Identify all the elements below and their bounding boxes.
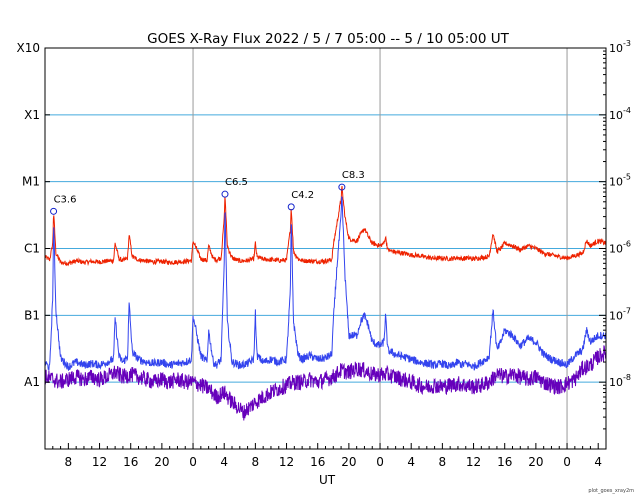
x-axis: 8 12 16 20 0 4 8 12 16 20 0 4 8 12 16 20 0 4 <box>44 443 607 469</box>
flare-marker-3 <box>338 183 346 191</box>
x-tick-label-11: 4 <box>407 455 415 469</box>
x-tick-label-15: 20 <box>528 455 543 469</box>
x-tick-label-3: 20 <box>154 455 169 469</box>
series-line-1 <box>44 196 607 371</box>
plot-credit: plot_goes_xray2m <box>588 488 634 494</box>
x-tick-label-0: 8 <box>65 455 73 469</box>
x-tick-label-17: 4 <box>594 455 602 469</box>
x-tick-label-7: 12 <box>279 455 294 469</box>
series-lines <box>44 185 607 421</box>
flare-markers: C3.6 C6.5 C4.2 C8.3 <box>50 170 365 215</box>
chart-title: GOES X-Ray Flux 2022 / 5 / 7 05:00 -- 5 … <box>147 31 509 47</box>
y-left-label-3: M1 <box>22 175 40 189</box>
flare-marker-2 <box>287 203 295 211</box>
x-tick-label-13: 12 <box>466 455 481 469</box>
y-right-label-0: 10-3 <box>609 39 631 55</box>
grid-lines <box>45 114 606 383</box>
x-tick-label-8: 16 <box>310 455 325 469</box>
series-line-0 <box>44 185 607 267</box>
y-left-label-0: A1 <box>24 375 40 389</box>
flare-label-2: C4.2 <box>291 190 314 201</box>
y-right-label-2: 10-5 <box>609 173 631 189</box>
x-tick-label-5: 4 <box>220 455 228 469</box>
flare-label-0: C3.6 <box>54 194 77 205</box>
y-axis-left: A1 B1 C1 M1 X1 X10 <box>17 41 50 389</box>
x-tick-label-1: 12 <box>92 455 107 469</box>
flare-marker-0 <box>50 207 58 215</box>
y-left-label-5: X10 <box>17 41 41 55</box>
y-left-label-1: B1 <box>24 308 40 322</box>
series-line-2 <box>44 345 607 421</box>
x-axis-label: UT <box>319 473 336 487</box>
y-left-label-2: C1 <box>24 242 40 256</box>
y-axis-right: 10-3 10-4 10-5 10-6 10-7 10-8 <box>599 39 631 450</box>
x-tick-label-6: 8 <box>252 455 260 469</box>
flare-marker-1 <box>221 190 229 198</box>
y-right-label-4: 10-7 <box>609 306 631 322</box>
y-right-label-5: 10-8 <box>609 373 631 389</box>
x-tick-label-14: 16 <box>497 455 512 469</box>
flare-label-3: C8.3 <box>342 170 365 181</box>
x-tick-label-4: 0 <box>189 455 197 469</box>
y-left-label-4: X1 <box>24 108 40 122</box>
x-tick-label-16: 0 <box>563 455 571 469</box>
x-tick-label-10: 0 <box>376 455 384 469</box>
flare-label-1: C6.5 <box>225 177 248 188</box>
x-tick-label-12: 8 <box>439 455 447 469</box>
x-tick-label-2: 16 <box>123 455 138 469</box>
y-right-label-1: 10-4 <box>609 106 631 122</box>
y-right-label-3: 10-6 <box>609 240 631 256</box>
x-tick-label-9: 20 <box>341 455 356 469</box>
